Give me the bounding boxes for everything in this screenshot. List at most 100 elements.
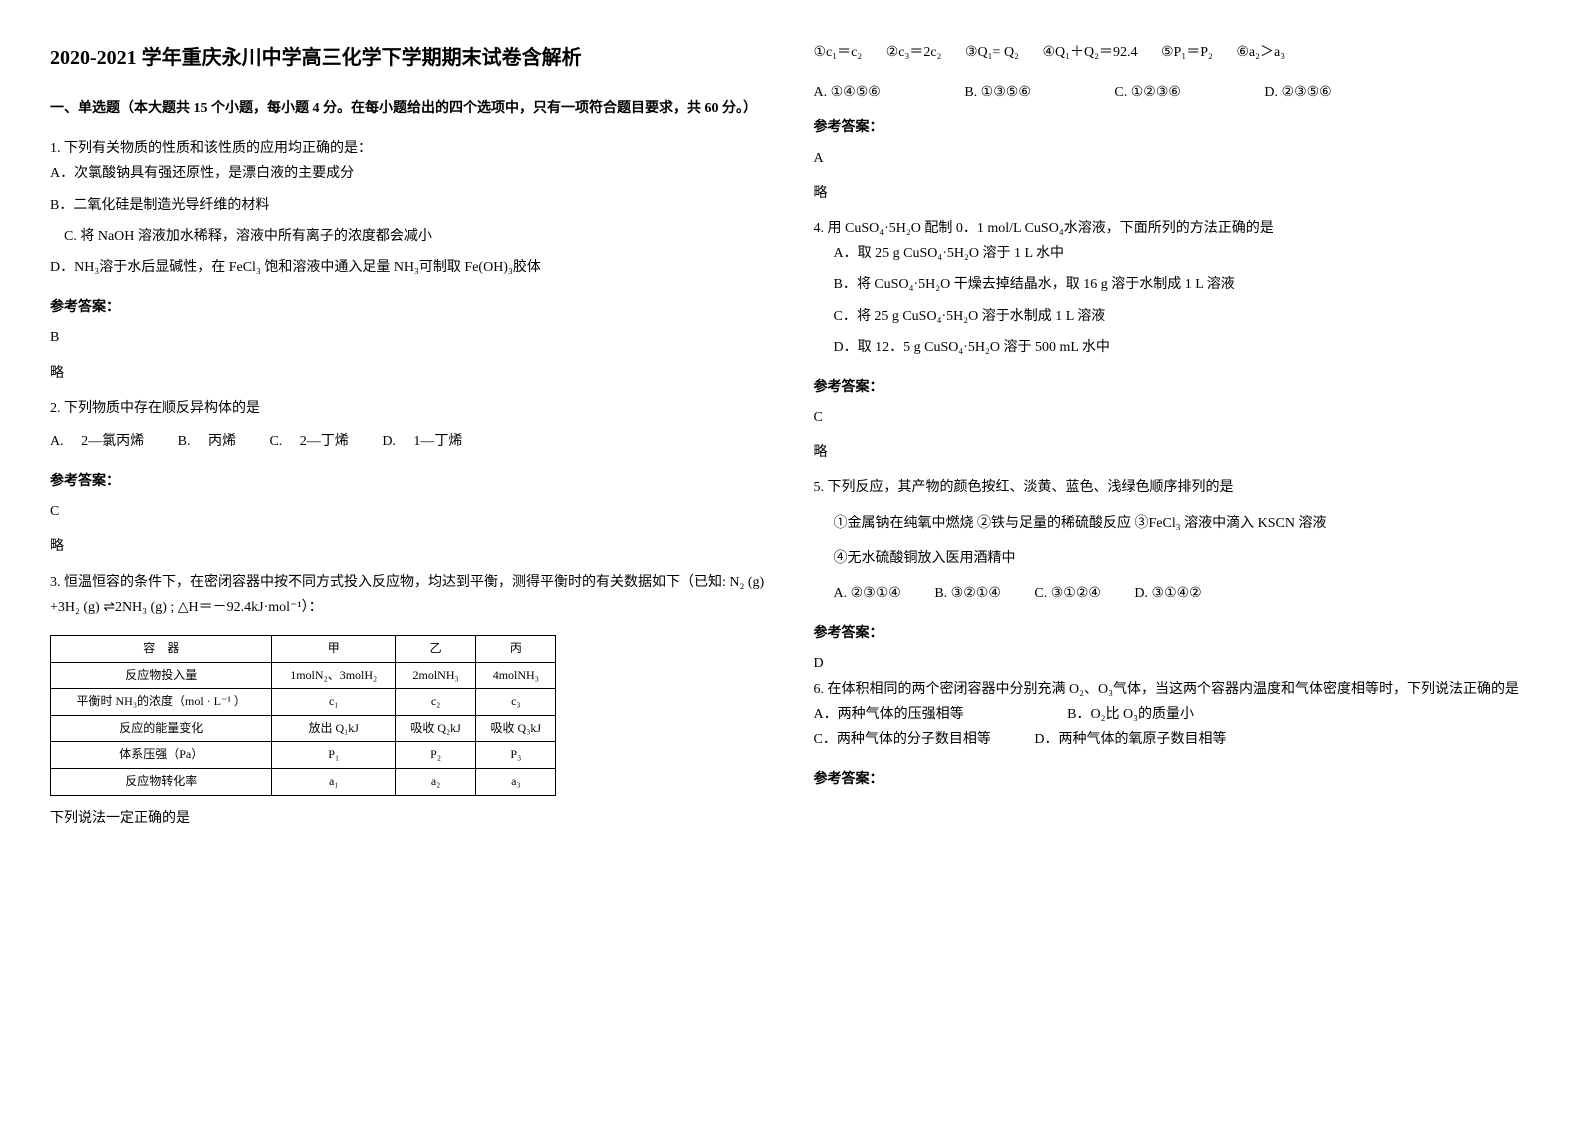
q2-opt-d: D. 1—丁烯 bbox=[382, 429, 462, 454]
cond-3: ③Q₁= Q₂ bbox=[965, 45, 1019, 60]
cond-5: ⑤P₁＝P₂ bbox=[1161, 45, 1213, 60]
q5-line1: ①金属钠在纯氧中燃烧 ②铁与足量的稀硫酸反应 ③FeCl₃ 溶液中滴入 KSCN… bbox=[814, 511, 1538, 536]
q2-options: A. 2—氯丙烯 B. 丙烯 C. 2—丁烯 D. 1—丁烯 bbox=[50, 429, 774, 454]
q2-answer-label: 参考答案： bbox=[50, 469, 774, 494]
q5-line2: ④无水硫酸铜放入医用酒精中 bbox=[814, 546, 1538, 571]
q4-answer: C bbox=[814, 405, 1538, 430]
q5-opt-d: D. ③①④② bbox=[1134, 581, 1201, 606]
q6-options-row2: C．两种气体的分子数目相等 D．两种气体的氧原子数目相等 bbox=[814, 727, 1538, 752]
q1-stem: 1. 下列有关物质的性质和该性质的应用均正确的是： bbox=[50, 136, 774, 161]
q1-opt-b: B．二氧化硅是制造光导纤维的材料 bbox=[50, 193, 774, 218]
cell: 吸收 Q₃kJ bbox=[476, 715, 556, 742]
q6-opt-d: D．两种气体的氧原子数目相等 bbox=[1034, 727, 1226, 752]
q1-note: 略 bbox=[50, 361, 774, 386]
q5-answer: D bbox=[814, 651, 1538, 676]
cell: P₁ bbox=[272, 742, 396, 769]
q2-opt-c: C. 2—丁烯 bbox=[269, 429, 348, 454]
question-2: 2. 下列物质中存在顺反异构体的是 A. 2—氯丙烯 B. 丙烯 C. 2—丁烯… bbox=[50, 396, 774, 454]
cell: a₁ bbox=[272, 768, 396, 795]
q1-opt-c: C. 将 NaOH 溶液加水稀释，溶液中所有离子的浓度都会减小 bbox=[50, 224, 774, 249]
q5-options: A. ②③①④ B. ③②①④ C. ③①②④ D. ③①④② bbox=[814, 581, 1538, 606]
cell: 反应物转化率 bbox=[51, 768, 272, 795]
cell: 反应物投入量 bbox=[51, 662, 272, 689]
cond-6: ⑥a₂＞a₃ bbox=[1236, 45, 1285, 60]
question-3: 3. 恒温恒容的条件下，在密闭容器中按不同方式投入反应物，均达到平衡，测得平衡时… bbox=[50, 570, 774, 620]
q2-answer: C bbox=[50, 499, 774, 524]
th-2: 乙 bbox=[396, 636, 476, 663]
th-3: 丙 bbox=[476, 636, 556, 663]
q3-stem: 3. 恒温恒容的条件下，在密闭容器中按不同方式投入反应物，均达到平衡，测得平衡时… bbox=[50, 570, 774, 620]
q1-answer-label: 参考答案： bbox=[50, 295, 774, 320]
table-row: 体系压强（Pa） P₁ P₂ P₃ bbox=[51, 742, 556, 769]
cell: 1molN₂、3molH₂ bbox=[272, 662, 396, 689]
cond-4: ④Q₁＋Q₂＝92.4 bbox=[1042, 45, 1137, 60]
q1-opt-a: A．次氯酸钠具有强还原性，是漂白液的主要成分 bbox=[50, 161, 774, 186]
cell: P₂ bbox=[396, 742, 476, 769]
q4-stem: 4. 用 CuSO₄·5H₂O 配制 0．1 mol/L CuSO₄水溶液，下面… bbox=[814, 216, 1538, 241]
cond-1: ①c₁＝c₂ bbox=[814, 45, 863, 60]
q1-answer: B bbox=[50, 325, 774, 350]
table-row: 反应物投入量 1molN₂、3molH₂ 2molNH₃ 4molNH₃ bbox=[51, 662, 556, 689]
q2-stem: 2. 下列物质中存在顺反异构体的是 bbox=[50, 396, 774, 421]
table-row: 平衡时 NH₃的浓度（mol · L⁻¹ ） c₁ c₂ c₃ bbox=[51, 689, 556, 716]
cell: a₃ bbox=[476, 768, 556, 795]
question-4: 4. 用 CuSO₄·5H₂O 配制 0．1 mol/L CuSO₄水溶液，下面… bbox=[814, 216, 1538, 360]
cell: 4molNH₃ bbox=[476, 662, 556, 689]
q4-opt-c: C．将 25 g CuSO₄·5H₂O 溶于水制成 1 L 溶液 bbox=[814, 304, 1538, 329]
q6-opt-b: B．O₂比 O₃的质量小 bbox=[1067, 702, 1194, 727]
q3-opt-d: D. ②③⑤⑥ bbox=[1264, 80, 1331, 105]
cell: 平衡时 NH₃的浓度（mol · L⁻¹ ） bbox=[51, 689, 272, 716]
q4-answer-label: 参考答案： bbox=[814, 375, 1538, 400]
q4-opt-b: B．将 CuSO₄·5H₂O 干燥去掉结晶水，取 16 g 溶于水制成 1 L … bbox=[814, 272, 1538, 297]
cell: 体系压强（Pa） bbox=[51, 742, 272, 769]
q5-opt-b: B. ③②①④ bbox=[934, 581, 1001, 606]
left-column: 2020-2021 学年重庆永川中学高三化学下学期期末试卷含解析 一、单选题（本… bbox=[50, 40, 774, 1082]
cell: c₃ bbox=[476, 689, 556, 716]
cond-2: ②c₃＝2c₂ bbox=[886, 45, 942, 60]
q4-opt-d: D．取 12．5 g CuSO₄·5H₂O 溶于 500 mL 水中 bbox=[814, 335, 1538, 360]
table-row: 反应物转化率 a₁ a₂ a₃ bbox=[51, 768, 556, 795]
q4-note: 略 bbox=[814, 440, 1538, 465]
cell: 吸收 Q₂kJ bbox=[396, 715, 476, 742]
q5-stem: 5. 下列反应，其产物的颜色按红、淡黄、蓝色、浅绿色顺序排列的是 bbox=[814, 475, 1538, 500]
q3-options: A. ①④⑤⑥ B. ①③⑤⑥ C. ①②③⑥ D. ②③⑤⑥ bbox=[814, 80, 1538, 105]
table-row: 反应的能量变化 放出 Q₁kJ 吸收 Q₂kJ 吸收 Q₃kJ bbox=[51, 715, 556, 742]
q2-opt-b: B. 丙烯 bbox=[178, 429, 236, 454]
page-title: 2020-2021 学年重庆永川中学高三化学下学期期末试卷含解析 bbox=[50, 40, 774, 76]
th-0: 容 器 bbox=[51, 636, 272, 663]
question-1: 1. 下列有关物质的性质和该性质的应用均正确的是： A．次氯酸钠具有强还原性，是… bbox=[50, 136, 774, 280]
cell: 2molNH₃ bbox=[396, 662, 476, 689]
cell: 放出 Q₁kJ bbox=[272, 715, 396, 742]
q5-opt-a: A. ②③①④ bbox=[834, 581, 901, 606]
q3-opt-c: C. ①②③⑥ bbox=[1114, 80, 1181, 105]
question-6: 6. 在体积相同的两个密闭容器中分别充满 O₂、O₃气体，当这两个容器内温度和气… bbox=[814, 677, 1538, 753]
q3-opt-b: B. ①③⑤⑥ bbox=[964, 80, 1031, 105]
q3-answer: A bbox=[814, 146, 1538, 171]
th-1: 甲 bbox=[272, 636, 396, 663]
q5-answer-label: 参考答案： bbox=[814, 621, 1538, 646]
table-header-row: 容 器 甲 乙 丙 bbox=[51, 636, 556, 663]
q3-opt-a: A. ①④⑤⑥ bbox=[814, 80, 881, 105]
q2-opt-a: A. 2—氯丙烯 bbox=[50, 429, 144, 454]
cell: P₃ bbox=[476, 742, 556, 769]
q3-table: 容 器 甲 乙 丙 反应物投入量 1molN₂、3molH₂ 2molNH₃ 4… bbox=[50, 635, 556, 796]
q6-answer-label: 参考答案： bbox=[814, 767, 1538, 792]
q1-opt-d: D．NH₃溶于水后显碱性，在 FeCl₃ 饱和溶液中通入足量 NH₃可制取 Fe… bbox=[50, 255, 774, 280]
q6-stem: 6. 在体积相同的两个密闭容器中分别充满 O₂、O₃气体，当这两个容器内温度和气… bbox=[814, 677, 1538, 702]
q4-opt-a: A．取 25 g CuSO₄·5H₂O 溶于 1 L 水中 bbox=[814, 241, 1538, 266]
q3-answer-label: 参考答案： bbox=[814, 115, 1538, 140]
q2-note: 略 bbox=[50, 534, 774, 559]
q6-opt-c: C．两种气体的分子数目相等 bbox=[814, 727, 991, 752]
cell: c₁ bbox=[272, 689, 396, 716]
cell: 反应的能量变化 bbox=[51, 715, 272, 742]
q3-tail: 下列说法一定正确的是 bbox=[50, 806, 774, 831]
q3-conditions: ①c₁＝c₂ ②c₃＝2c₂ ③Q₁= Q₂ ④Q₁＋Q₂＝92.4 ⑤P₁＝P… bbox=[814, 40, 1538, 65]
q6-options-row1: A．两种气体的压强相等 B．O₂比 O₃的质量小 bbox=[814, 702, 1538, 727]
q5-opt-c: C. ③①②④ bbox=[1034, 581, 1101, 606]
question-5: 5. 下列反应，其产物的颜色按红、淡黄、蓝色、浅绿色顺序排列的是 ①金属钠在纯氧… bbox=[814, 475, 1538, 606]
cell: c₂ bbox=[396, 689, 476, 716]
cell: a₂ bbox=[396, 768, 476, 795]
q6-opt-a: A．两种气体的压强相等 bbox=[814, 702, 964, 727]
right-column: ①c₁＝c₂ ②c₃＝2c₂ ③Q₁= Q₂ ④Q₁＋Q₂＝92.4 ⑤P₁＝P… bbox=[814, 40, 1538, 1082]
section-header: 一、单选题（本大题共 15 个小题，每小题 4 分。在每小题给出的四个选项中，只… bbox=[50, 96, 774, 121]
